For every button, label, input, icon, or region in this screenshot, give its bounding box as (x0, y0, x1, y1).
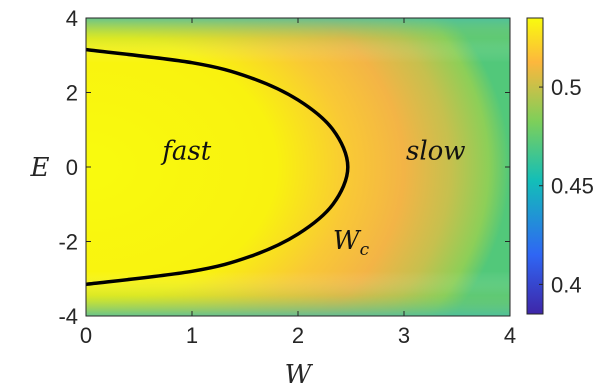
y-tick-label: 4 (66, 6, 78, 31)
annotation-slow: slow (406, 137, 466, 167)
annotation-fast: fast (160, 137, 211, 167)
x-tick-label: 0 (80, 323, 92, 348)
x-tick-label: 1 (186, 323, 198, 348)
colorbar (526, 17, 544, 315)
x-axis-label: W (285, 360, 314, 389)
colorbar-tick-label: 0.45 (551, 174, 594, 199)
y-tick-label: 0 (66, 155, 78, 180)
annotation-subscript: c (360, 240, 370, 260)
boundary-curve (86, 47, 350, 287)
colorbar-ticks: 0.4 0.45 0.5 (539, 75, 594, 297)
y-tick-label: 2 (66, 81, 78, 106)
colorbar-tick-label: 0.4 (551, 272, 582, 297)
y-axis-label: E (30, 153, 50, 183)
x-axis: 0 1 2 3 4 (80, 18, 516, 348)
y-axis: -4 -2 0 2 4 (58, 6, 510, 329)
heatmap-edge-shading (86, 18, 510, 316)
y-tick-label: -4 (58, 304, 78, 329)
x-tick-label: 2 (292, 323, 304, 348)
colorbar-tick-label: 0.5 (551, 75, 582, 100)
y-tick-label: -2 (58, 230, 78, 255)
plot-area (86, 18, 510, 316)
x-tick-label: 4 (504, 323, 516, 348)
x-tick-label: 3 (398, 323, 410, 348)
